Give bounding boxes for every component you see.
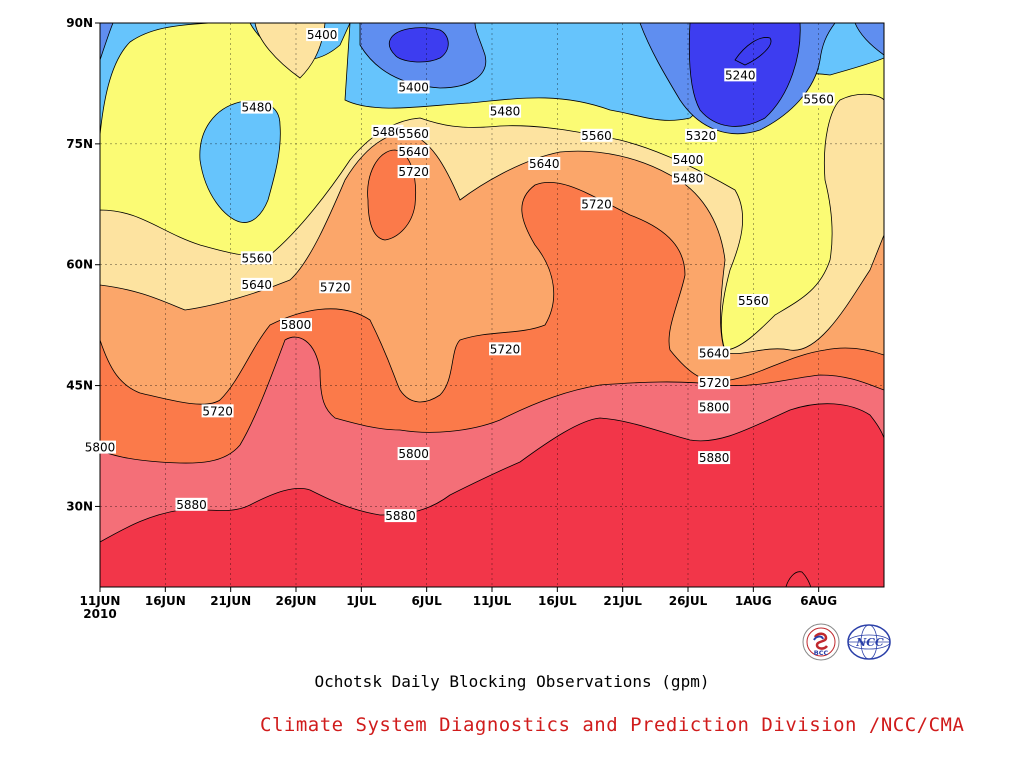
y-tick-label: 60N bbox=[66, 258, 93, 272]
bcc-logo-icon: BCC bbox=[802, 623, 840, 661]
svg-text:5240: 5240 bbox=[725, 68, 756, 82]
svg-text:5480: 5480 bbox=[242, 101, 273, 115]
contour-label: 5880 bbox=[175, 497, 208, 512]
contour-label: 5720 bbox=[698, 376, 731, 390]
svg-text:5640: 5640 bbox=[699, 346, 730, 360]
svg-text:5560: 5560 bbox=[738, 294, 769, 308]
x-tick-label: 11JUL bbox=[473, 594, 512, 608]
contour-label: 5560 bbox=[580, 128, 613, 143]
x-tick-label: 6JUL bbox=[412, 594, 443, 608]
svg-text:5880: 5880 bbox=[385, 509, 416, 523]
y-axis-labels: 90N 75N 60N 45N 30N bbox=[66, 16, 93, 513]
y-tick-label: 45N bbox=[66, 379, 93, 393]
contour-label: 5400 bbox=[397, 80, 430, 94]
contour-label: 5560 bbox=[240, 251, 273, 265]
contour-label: 5560 bbox=[737, 293, 770, 308]
x-tick-label: 21JUN bbox=[210, 594, 251, 608]
contour-label: 5320 bbox=[685, 128, 718, 143]
contour-chart: 90N 75N 60N 45N 30N 11JUN 16JUN 21JUN 26JUN 1JUL… bbox=[66, 16, 885, 621]
contour-label: 5720 bbox=[580, 197, 613, 211]
svg-text:5560: 5560 bbox=[803, 93, 834, 107]
svg-text:5320: 5320 bbox=[686, 129, 717, 143]
svg-text:5800: 5800 bbox=[85, 441, 116, 455]
contour-label: 5800 bbox=[397, 447, 430, 461]
bcc-logo-text: BCC bbox=[814, 649, 829, 657]
contour-label: 5480 bbox=[371, 125, 404, 139]
y-tick-label: 30N bbox=[66, 499, 93, 513]
x-tick-label: 1JUL bbox=[346, 594, 377, 608]
svg-text:5640: 5640 bbox=[242, 278, 273, 292]
credit-line: Climate System Diagnostics and Predictio… bbox=[260, 714, 965, 736]
svg-text:5720: 5720 bbox=[202, 404, 233, 418]
svg-text:5880: 5880 bbox=[699, 451, 730, 465]
contour-label: 5800 bbox=[698, 400, 731, 414]
contour-label: 5240 bbox=[724, 68, 757, 82]
y-tick-label: 75N bbox=[66, 137, 93, 151]
contour-label: 5640 bbox=[397, 144, 430, 159]
contour-label: 5800 bbox=[84, 440, 116, 455]
svg-text:5480: 5480 bbox=[490, 105, 521, 119]
contour-label: 5720 bbox=[319, 280, 352, 294]
x-tick-label: 26JUL bbox=[669, 594, 708, 608]
x-tick-label: 1AUG bbox=[735, 594, 772, 608]
contour-label: 5640 bbox=[528, 157, 561, 171]
x-tick-label: 11JUN bbox=[80, 594, 121, 608]
ncc-logo-text: NCC bbox=[855, 636, 884, 649]
contour-label: 5480 bbox=[240, 100, 273, 115]
contour-label: 5640 bbox=[240, 277, 273, 292]
contour-label: 5880 bbox=[698, 451, 731, 465]
svg-text:5720: 5720 bbox=[320, 280, 351, 294]
band-5240 bbox=[388, 23, 801, 127]
contour-label: 5400 bbox=[672, 152, 704, 167]
x-tick-label: 6AUG bbox=[800, 594, 837, 608]
contour-label: 5480 bbox=[489, 104, 522, 119]
contour-label: 5800 bbox=[280, 318, 312, 332]
svg-text:5720: 5720 bbox=[490, 342, 521, 356]
axis-ticks bbox=[95, 22, 820, 592]
x-tick-label: 16JUN bbox=[145, 594, 186, 608]
svg-text:5720: 5720 bbox=[581, 197, 612, 211]
y-tick-label: 90N bbox=[66, 16, 93, 30]
contour-label: 5400 bbox=[306, 28, 339, 42]
svg-text:5400: 5400 bbox=[673, 153, 704, 167]
contour-label: 5480 bbox=[672, 171, 704, 186]
svg-text:5800: 5800 bbox=[398, 447, 429, 461]
svg-text:5560: 5560 bbox=[242, 251, 273, 265]
chart-title: Ochotsk Daily Blocking Observations (gpm… bbox=[314, 672, 710, 691]
band-5400-island bbox=[199, 100, 281, 223]
band-5240-core bbox=[734, 37, 772, 66]
x-tick-label: 26JUN bbox=[276, 594, 317, 608]
contour-label: 5720 bbox=[489, 342, 522, 356]
svg-text:5720: 5720 bbox=[398, 165, 429, 179]
gridlines bbox=[100, 23, 884, 587]
band-5320 bbox=[100, 23, 884, 135]
contour-label: 5880 bbox=[384, 509, 417, 523]
svg-text:5880: 5880 bbox=[176, 498, 207, 512]
svg-text:5800: 5800 bbox=[699, 400, 730, 414]
x-axis-labels: 11JUN 16JUN 21JUN 26JUN 1JUL 6JUL 11JUL 16JUL 21… bbox=[80, 594, 838, 621]
ncc-logo-icon: NCC bbox=[846, 623, 892, 661]
contour-label: 5560 bbox=[397, 127, 430, 141]
svg-text:5400: 5400 bbox=[307, 28, 338, 42]
svg-text:5720: 5720 bbox=[699, 376, 730, 390]
svg-text:5640: 5640 bbox=[398, 145, 429, 159]
svg-text:5480: 5480 bbox=[673, 172, 704, 186]
x-tick-label: 21JUL bbox=[603, 594, 642, 608]
svg-text:5640: 5640 bbox=[529, 157, 560, 171]
svg-text:5480: 5480 bbox=[372, 125, 403, 139]
contour-label: 5720 bbox=[201, 404, 234, 418]
svg-text:5800: 5800 bbox=[281, 318, 312, 332]
x-tick-label: 16JUL bbox=[538, 594, 577, 608]
svg-text:5400: 5400 bbox=[398, 80, 429, 94]
contour-label: 5560 bbox=[802, 92, 835, 107]
svg-text:5560: 5560 bbox=[398, 127, 429, 141]
x-year-label: 2010 bbox=[83, 607, 116, 621]
contour-label: 5640 bbox=[698, 346, 731, 360]
svg-text:5560: 5560 bbox=[581, 129, 612, 143]
contour-label: 5720 bbox=[397, 165, 430, 179]
